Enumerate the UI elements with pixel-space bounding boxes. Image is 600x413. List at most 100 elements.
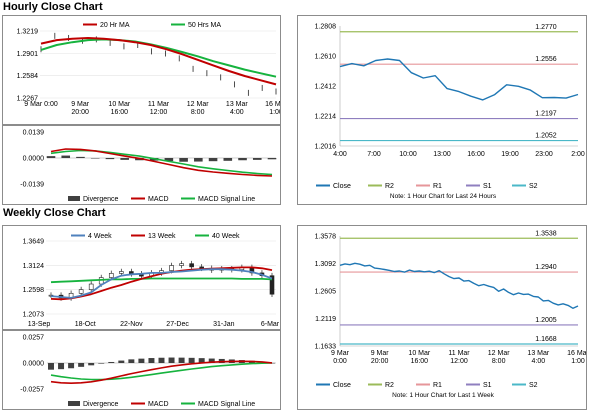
hourly-24h-ytick-3: 1.2214 bbox=[315, 114, 337, 121]
hourly-macd-legend-divergence-label: Divergence bbox=[83, 196, 119, 203]
weekly-1w-svg: 1.3578 1.3092 1.2605 1.2119 1.1633 1.3538 1.29… bbox=[315, 230, 586, 399]
weekly-macd-ytick-1: 0.0000 bbox=[23, 361, 45, 368]
weekly-1w-xtick-4-b: 8:00 bbox=[492, 358, 506, 365]
weekly-1w-xtick-5-b: 4:00 bbox=[532, 358, 546, 365]
weekly-macd-divergence-bar-5 bbox=[98, 363, 105, 364]
weekly-macd-legend-divergence-label: Divergence bbox=[83, 401, 119, 408]
weekly-candle-7 bbox=[119, 271, 124, 274]
weekly-1w-xtick-2-a: 10 Mar bbox=[408, 350, 430, 357]
weekly-1w-level-s1-label: 1.2005 bbox=[535, 317, 557, 324]
weekly-macd-divergence-bar-16 bbox=[208, 358, 215, 363]
weekly-price-xtick-2: 22-Nov bbox=[120, 321, 143, 328]
hourly-price-xtick-0-a: 9 Mar 0:00 bbox=[24, 101, 58, 108]
hourly-24h-note: Note: 1 Hour Chart for Last 24 Hours bbox=[390, 193, 497, 200]
hourly-24h-xtick-1: 7:00 bbox=[367, 151, 381, 158]
weekly-macd-legend-macd-label: MACD bbox=[148, 401, 169, 408]
series-40-week-line bbox=[50, 277, 273, 284]
hourly-macd-legend-signal-label: MACD Signal Line bbox=[198, 196, 255, 203]
series-4-week-line bbox=[50, 268, 273, 299]
hourly-macd-divergence-bar-11 bbox=[208, 158, 218, 162]
hourly-24h-level-r1-label: 1.2556 bbox=[535, 56, 557, 63]
hourly-section-title: Hourly Close Chart bbox=[3, 1, 103, 13]
weekly-price-ytick-2: 1.2598 bbox=[23, 287, 45, 294]
weekly-1w-xtick-1-b: 20:00 bbox=[371, 358, 389, 365]
weekly-macd-divergence-bar-1 bbox=[58, 363, 65, 370]
hourly-price-xtick-2-b: 16:00 bbox=[111, 109, 129, 116]
weekly-1w-level-r2-label: 1.3538 bbox=[535, 230, 557, 237]
weekly-1w-close-line bbox=[339, 262, 579, 310]
weekly-macd-divergence-bar-11 bbox=[158, 357, 165, 363]
hourly-macd-divergence-bar-5 bbox=[120, 158, 129, 160]
hourly-price-ytick-1: 1.2901 bbox=[17, 51, 39, 58]
weekly-macd-macd-line bbox=[50, 360, 273, 385]
weekly-price-xtick-0: 13-Sep bbox=[28, 321, 51, 328]
weekly-1w-ytick-4: 1.1633 bbox=[315, 344, 337, 351]
hourly-price-svg: 1.3219 1.2901 1.2584 1.2267 20 Hr MA 50 Hrs M… bbox=[17, 22, 280, 116]
legend-50hrs-ma-label: 50 Hrs MA bbox=[188, 22, 221, 29]
hourly-24h-xtick-7: 2:00 bbox=[571, 151, 585, 158]
hourly-macd-ytick-1: 0.0000 bbox=[23, 156, 45, 163]
hourly-24h-close-line bbox=[339, 58, 579, 101]
hourly-24h-ytick-2: 1.2412 bbox=[315, 84, 337, 91]
weekly-1w-legend-close-label: Close bbox=[333, 382, 351, 389]
hourly-macd-ytick-0: 0.0139 bbox=[23, 130, 45, 137]
legend-20hr-ma-label: 20 Hr MA bbox=[100, 22, 130, 29]
hourly-price-xtick-4-a: 12 Mar bbox=[187, 101, 209, 108]
hourly-macd-legend-macd-label: MACD bbox=[148, 196, 169, 203]
weekly-1w-legend-r1-label: R1 bbox=[433, 382, 442, 389]
weekly-1w-xtick-4-a: 12 Mar bbox=[488, 350, 510, 357]
hourly-macd-divergence-bar-4 bbox=[105, 158, 115, 160]
hourly-24h-xtick-6: 23:00 bbox=[535, 151, 553, 158]
weekly-macd-divergence-bar-13 bbox=[178, 357, 185, 363]
weekly-candle-6 bbox=[108, 273, 114, 278]
hourly-price-xtick-4-b: 8:00 bbox=[191, 109, 205, 116]
hourly-macd-divergence-bar-2 bbox=[76, 156, 85, 158]
weekly-candle-15 bbox=[199, 266, 204, 269]
hourly-24h-legend-close-label: Close bbox=[333, 183, 351, 190]
hourly-24h-xtick-0: 4:00 bbox=[333, 151, 347, 158]
hourly-macd-divergence-bar-1 bbox=[61, 155, 71, 158]
weekly-price-xtick-3: 27-Dec bbox=[166, 321, 189, 328]
hourly-24h-level-s2-label: 1.2052 bbox=[535, 133, 557, 140]
hourly-24h-legend-r2-label: R2 bbox=[385, 183, 394, 190]
hourly-macd-divergence-bar-12 bbox=[223, 158, 233, 161]
hourly-price-ytick-3: 1.2267 bbox=[17, 96, 39, 103]
weekly-macd-divergence-bar-2 bbox=[68, 363, 75, 369]
weekly-price-ytick-3: 1.2073 bbox=[23, 312, 45, 319]
hourly-24h-ytick-0: 1.2808 bbox=[315, 24, 337, 31]
weekly-1w-xtick-6-b: 1:00 bbox=[571, 358, 585, 365]
hourly-price-ytick-2: 1.2584 bbox=[17, 73, 39, 80]
hourly-macd-chart: 0.0139 0.0000 -0.0139 Divergence MACD MACD Si… bbox=[2, 125, 281, 205]
weekly-1w-legend-r2-label: R2 bbox=[385, 382, 394, 389]
weekly-1w-legend-s1-label: S1 bbox=[483, 382, 492, 389]
hourly-24h-level-s1-label: 1.2197 bbox=[535, 111, 557, 118]
legend-40-week-label: 40 Week bbox=[212, 233, 240, 240]
hourly-price-xtick-5-b: 4:00 bbox=[230, 109, 244, 116]
hourly-24h-xtick-5: 19:00 bbox=[501, 151, 519, 158]
weekly-1w-ytick-2: 1.2605 bbox=[315, 289, 337, 296]
hourly-24h-legend-r1-label: R1 bbox=[433, 183, 442, 190]
hourly-24h-chart: 1.2808 1.2610 1.2412 1.2214 1.2016 1.2770 1.25… bbox=[297, 15, 587, 205]
hourly-price-xtick-1-b: 20:00 bbox=[71, 109, 89, 116]
legend-13-week-label: 13 Week bbox=[148, 233, 176, 240]
weekly-1w-xtick-3-b: 12:00 bbox=[450, 358, 468, 365]
weekly-1w-ytick-1: 1.3092 bbox=[315, 261, 337, 268]
weekly-price-chart: 1.3649 1.3124 1.2598 1.2073 4 Week 13 Week 40 … bbox=[2, 225, 281, 330]
weekly-candle-14 bbox=[189, 263, 194, 268]
hourly-macd-divergence-bar-9 bbox=[179, 158, 188, 162]
hourly-macd-divergence-bar-13 bbox=[238, 158, 247, 161]
weekly-1w-level-s2-label: 1.1668 bbox=[535, 336, 557, 343]
hourly-price-xtick-6-b: 1:00 bbox=[269, 109, 280, 116]
weekly-macd-divergence-bar-8 bbox=[128, 359, 135, 363]
weekly-1w-xtick-0-a: 9 Mar bbox=[331, 350, 350, 357]
weekly-candle-4 bbox=[88, 283, 94, 290]
weekly-1w-xtick-2-b: 16:00 bbox=[411, 358, 429, 365]
hourly-price-xtick-1-a: 9 Mar bbox=[71, 101, 90, 108]
weekly-price-svg: 1.3649 1.3124 1.2598 1.2073 4 Week 13 Week 40 … bbox=[23, 233, 280, 328]
hourly-macd-divergence-bar-3 bbox=[90, 158, 100, 159]
legend-4-week-label: 4 Week bbox=[88, 233, 112, 240]
hourly-macd-legend-divergence-swatch bbox=[68, 196, 80, 201]
hourly-24h-xtick-3: 13:00 bbox=[433, 151, 451, 158]
weekly-1w-legend-s2-label: S2 bbox=[529, 382, 538, 389]
hourly-macd-divergence-bar-14 bbox=[252, 158, 262, 160]
